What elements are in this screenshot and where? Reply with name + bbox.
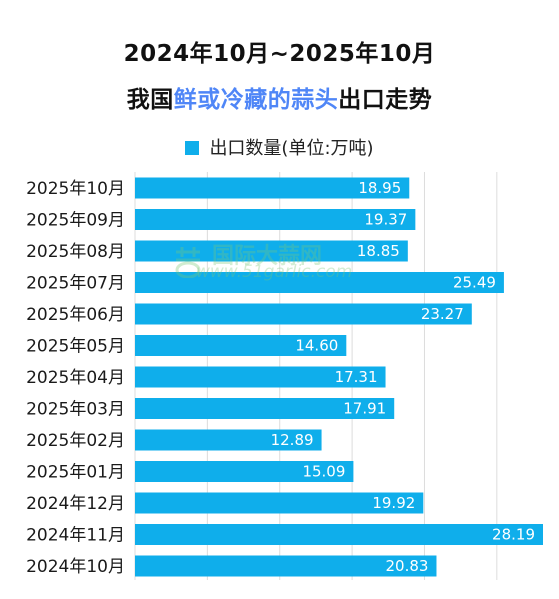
bar	[135, 209, 416, 230]
bar	[135, 461, 354, 482]
data-label: 15.09	[302, 463, 345, 481]
title-highlight: 鲜或冷藏的蒜头	[173, 87, 339, 113]
data-label: 28.19	[492, 526, 535, 544]
data-label: 19.92	[372, 494, 415, 512]
category-label: 2025年10月	[26, 179, 125, 199]
bar	[135, 272, 504, 293]
bar	[135, 555, 437, 577]
bar	[135, 177, 410, 199]
category-label: 2024年10月	[26, 557, 125, 577]
category-label: 2025年06月	[26, 305, 125, 325]
legend-swatch	[185, 141, 200, 155]
data-label: 23.27	[421, 305, 464, 323]
legend-label: 出口数量(单位:万吨)	[209, 138, 374, 159]
category-label: 2025年07月	[26, 274, 125, 294]
chart-title-line2: 我国鲜或冷藏的蒜头出口走势	[0, 80, 559, 114]
bar	[135, 398, 395, 419]
category-label: 2025年09月	[26, 211, 125, 231]
bar	[135, 366, 386, 388]
data-label: 20.83	[386, 557, 429, 575]
data-label: 18.85	[357, 242, 400, 260]
data-label: 17.91	[343, 400, 386, 418]
chart-legend: 出口数量(单位:万吨)	[0, 134, 559, 160]
data-label: 12.89	[271, 431, 314, 449]
title-prefix: 我国	[126, 87, 174, 113]
title-suffix: 出口走势	[338, 87, 433, 113]
bar	[135, 429, 322, 451]
data-label: 17.31	[335, 368, 378, 386]
category-label: 2025年05月	[26, 337, 125, 357]
bar	[135, 240, 408, 262]
category-label: 2024年11月	[26, 526, 125, 546]
chart-title-line1: 2024年10月~2025年10月	[123, 41, 436, 67]
data-label: 25.49	[453, 274, 496, 292]
category-label: 2025年08月	[26, 242, 125, 262]
category-label: 2025年04月	[26, 368, 125, 388]
category-label: 2024年12月	[26, 494, 125, 514]
bar	[135, 303, 472, 325]
bar	[135, 335, 347, 356]
bar	[135, 492, 424, 514]
category-label: 2025年03月	[26, 400, 125, 420]
data-label: 18.95	[358, 179, 401, 197]
data-label: 14.60	[295, 337, 338, 355]
category-label: 2025年01月	[26, 463, 125, 483]
bar	[135, 524, 543, 545]
category-label: 2025年02月	[26, 431, 125, 451]
data-label: 19.37	[364, 211, 407, 229]
